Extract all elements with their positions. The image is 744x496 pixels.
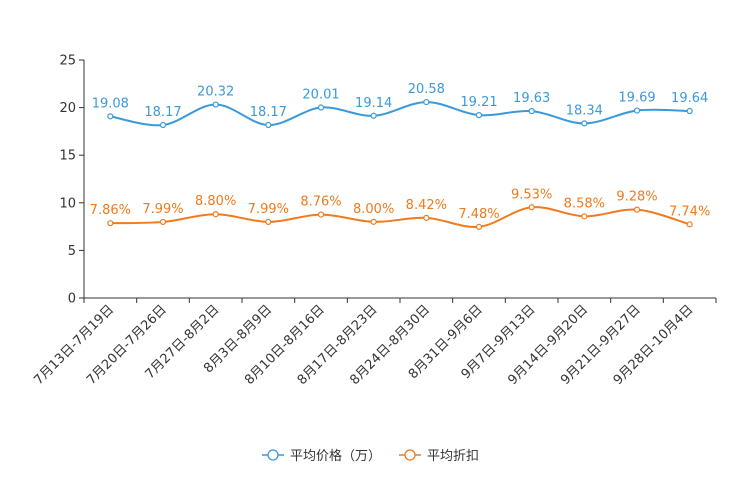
data-point xyxy=(528,204,535,211)
legend-item-1: 平均价格（万） xyxy=(262,448,381,464)
data-point xyxy=(159,121,167,129)
legend-marker xyxy=(267,449,279,461)
legend-item-2: 平均折扣 xyxy=(399,449,479,464)
data-point xyxy=(107,220,114,227)
data-label: 7.48% xyxy=(458,207,499,222)
data-point xyxy=(423,98,430,106)
series-line xyxy=(110,206,690,228)
data-point xyxy=(370,218,377,225)
data-point xyxy=(475,112,483,119)
x-axis-ticks: 7月13日-7月19日7月20日-7月26日7月27日-8月2日8月3日-8月9… xyxy=(31,298,717,388)
data-point xyxy=(633,206,641,213)
data-label: 8.76% xyxy=(300,195,341,210)
data-point xyxy=(317,104,325,111)
legend-label: 平均价格（万） xyxy=(290,448,381,464)
data-label: 7.99% xyxy=(248,202,289,217)
data-point xyxy=(581,213,588,220)
data-label: 20.01 xyxy=(302,88,339,103)
data-label: 9.28% xyxy=(616,190,657,205)
data-point xyxy=(107,113,114,120)
data-point xyxy=(475,223,483,230)
data-label: 9.53% xyxy=(511,187,552,202)
series-1: 19.08 18.17 20.32 18.17 20.01 19.14 20.58 19.21… xyxy=(92,82,708,129)
series-2: 7.86% 7.99% 8.80% 7.99% 8.76% 8.00% 8.42% 7.48%… xyxy=(90,187,710,230)
data-point xyxy=(317,211,325,218)
data-point xyxy=(159,218,167,226)
data-point xyxy=(581,120,588,127)
data-label: 7.86% xyxy=(90,203,131,218)
data-point xyxy=(212,101,219,108)
data-label: 18.17 xyxy=(250,105,287,120)
data-point xyxy=(265,121,272,129)
data-label: 8.80% xyxy=(195,194,236,209)
data-label: 8.42% xyxy=(406,198,447,213)
data-label: 19.21 xyxy=(460,95,497,110)
y-tick-label: 15 xyxy=(59,149,76,164)
data-label: 19.63 xyxy=(513,91,550,106)
data-point xyxy=(423,214,430,221)
data-point xyxy=(686,221,693,228)
data-point xyxy=(528,108,535,115)
y-tick-label: 10 xyxy=(59,196,76,211)
data-label: 19.14 xyxy=(355,96,392,111)
data-label: 19.69 xyxy=(618,91,655,106)
data-point xyxy=(212,211,219,218)
series-line xyxy=(110,101,690,127)
data-point xyxy=(370,112,377,119)
y-tick-label: 5 xyxy=(68,244,76,259)
data-label: 7.74% xyxy=(669,204,710,219)
legend-label: 平均折扣 xyxy=(427,449,479,464)
y-axis-ticks: 0 5 10 15 20 25 xyxy=(59,54,84,307)
data-label: 20.58 xyxy=(408,82,445,97)
legend-marker xyxy=(404,449,416,461)
data-label: 8.58% xyxy=(564,196,605,211)
data-point xyxy=(633,107,641,114)
data-label: 20.32 xyxy=(197,85,234,100)
y-tick-label: 20 xyxy=(59,101,76,116)
data-label: 18.34 xyxy=(566,103,603,118)
data-label: 8.00% xyxy=(353,202,394,217)
data-label: 7.99% xyxy=(142,202,183,217)
legend: 平均价格（万） 平均折扣 xyxy=(262,448,479,464)
series-layer: 19.08 18.17 20.32 18.17 20.01 19.14 20.58 19.21… xyxy=(90,82,710,230)
data-label: 18.17 xyxy=(144,105,181,120)
data-point xyxy=(265,218,272,226)
data-label: 19.08 xyxy=(92,96,129,111)
y-tick-label: 25 xyxy=(59,54,76,69)
y-tick-label: 0 xyxy=(68,292,76,307)
data-point xyxy=(686,107,693,115)
data-label: 19.64 xyxy=(671,91,708,106)
